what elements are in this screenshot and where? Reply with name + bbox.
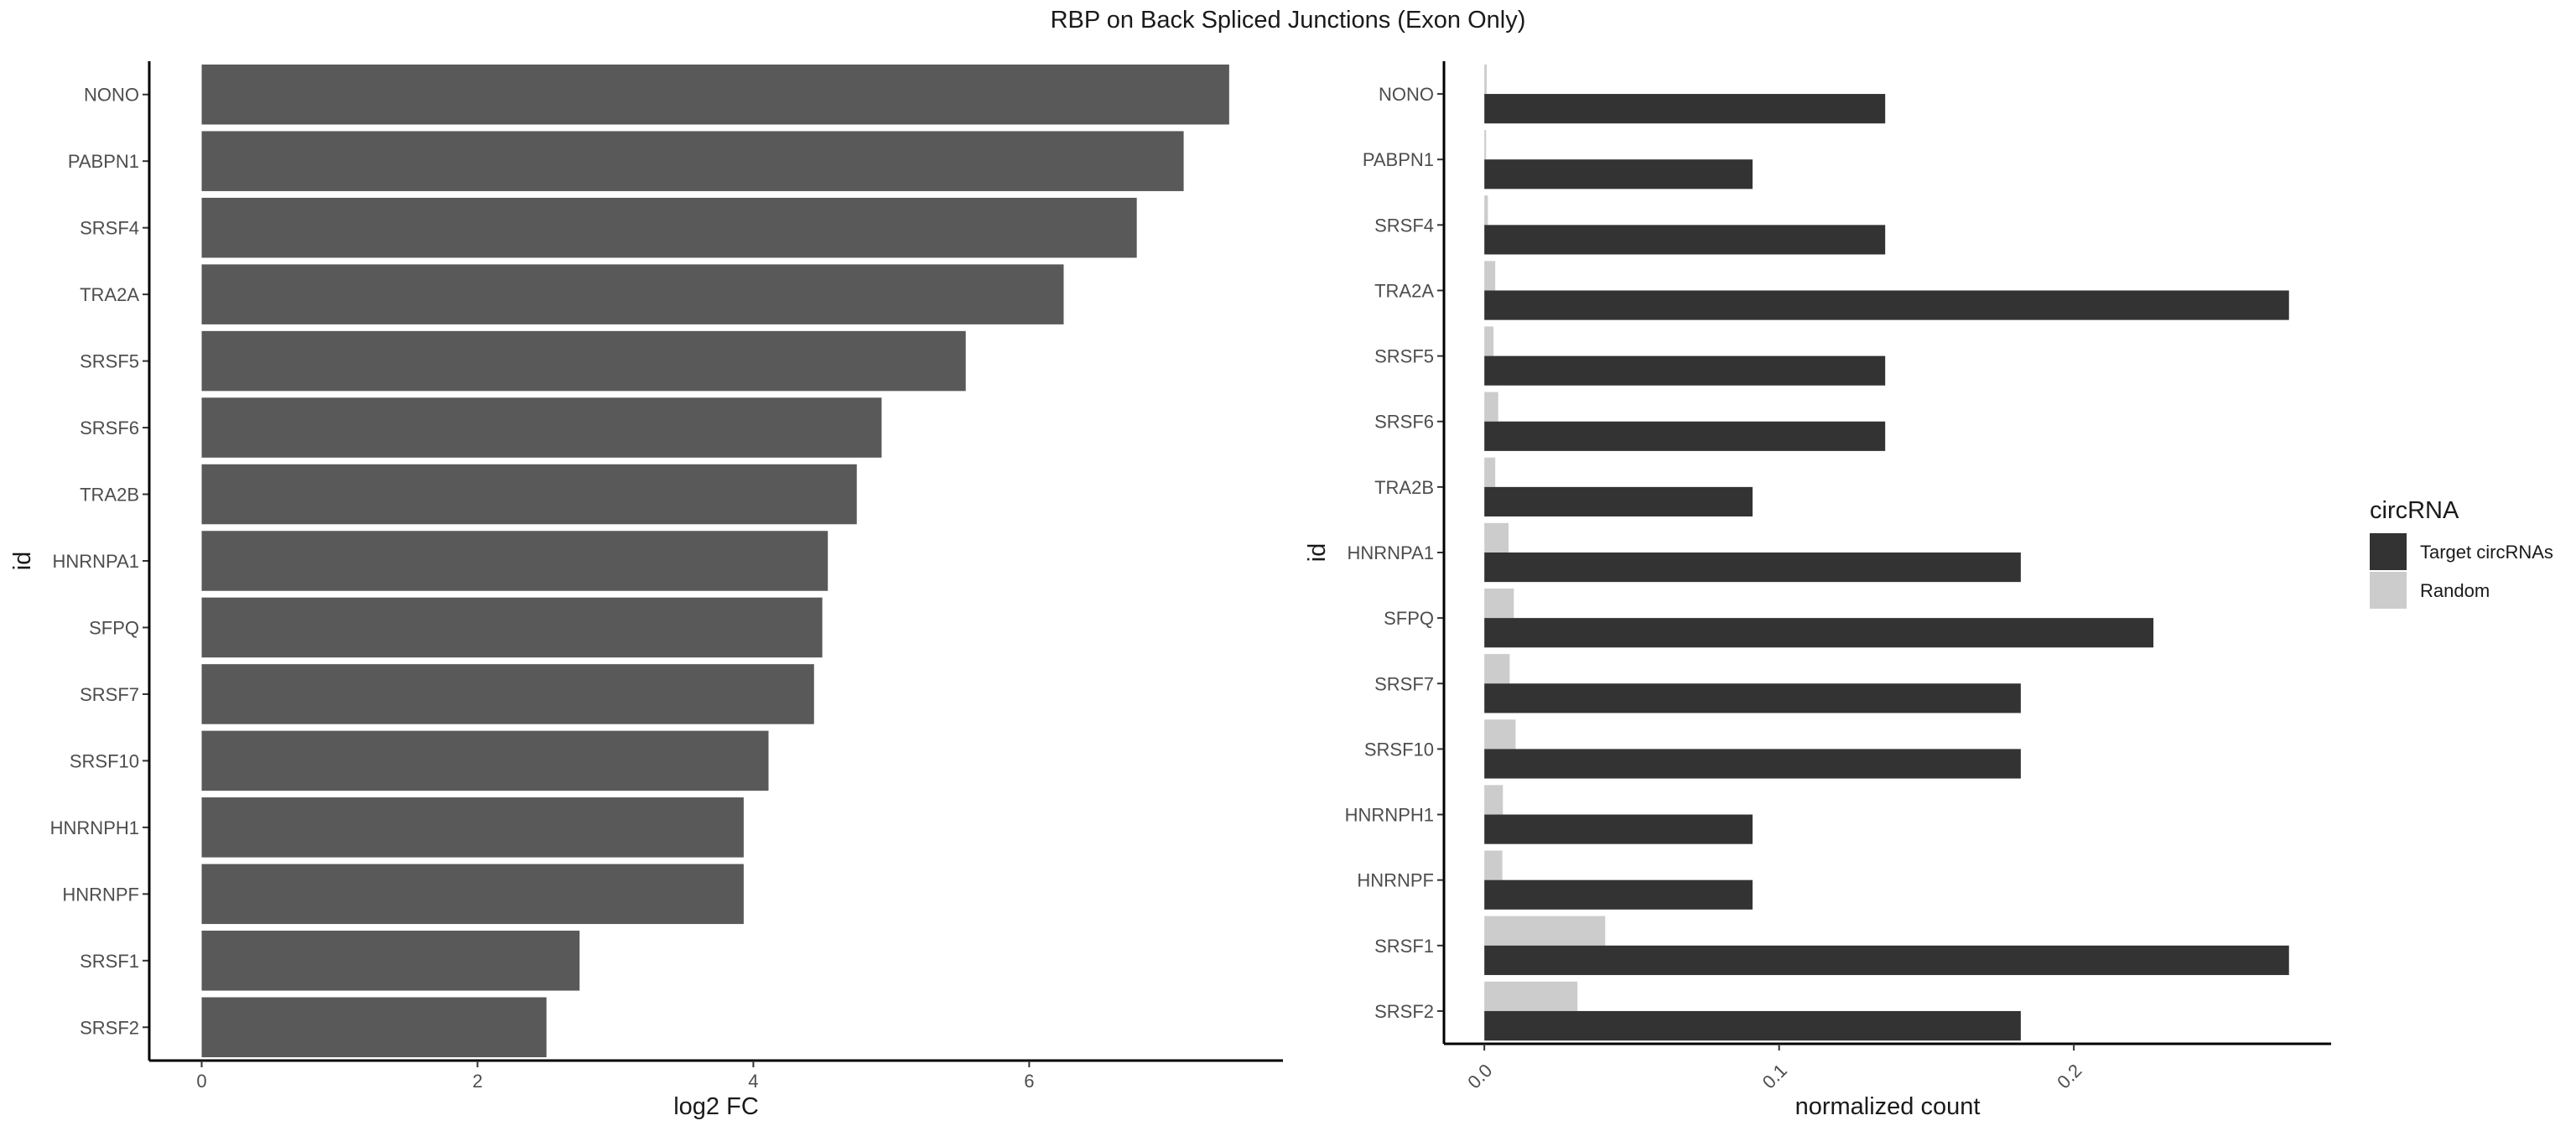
legend-title: circRNA [2370,497,2459,524]
legend-swatch-target-circrnas [2370,533,2407,570]
bar-target-srsf1 [1484,945,2289,975]
legend: circRNA Target circRNAs Random [2370,497,2553,609]
right-panel-normalized-count: NONO PABPN1 SRSF4 TRA2A SRSF5 SRSF6 TRA2B HNRNP… [1304,61,2331,1120]
x-axis-title: log2 FC [673,1093,759,1120]
y-tick-label-nono: NONO [84,85,139,106]
y-tick-label-srsf6: SRSF6 [80,418,139,438]
y-tick-label-srsf10: SRSF10 [70,750,139,771]
bar-srsf1 [201,931,580,991]
legend-label-target-circrnas: Target circRNAs [2420,542,2553,563]
y-tick-label-srsf1: SRSF1 [1374,936,1434,957]
bar-random-srsf10 [1484,719,1516,750]
bar-target-hnrnpf [1484,879,1753,910]
x-tick-label: 4 [748,1071,758,1092]
x-axis-title: normalized count [1795,1093,1981,1120]
bar-nono [201,64,1229,125]
bar-target-nono [1484,94,1886,124]
bar-tra2b [201,464,857,525]
bar-random-hnrnph1 [1484,785,1504,815]
figure-title: RBP on Back Spliced Junctions (Exon Only… [1051,7,1526,34]
bar-hnrnpa1 [201,531,828,591]
y-tick-label-hnrnpf: HNRNPF [1357,870,1434,891]
bar-random-sfpq [1484,588,1514,619]
bar-random-hnrnpa1 [1484,522,1509,553]
y-tick-label-srsf7: SRSF7 [80,684,139,705]
bar-target-srsf4 [1484,225,1886,255]
y-tick-label-tra2b: TRA2B [80,485,139,506]
bar-sfpq [201,597,823,658]
y-tick-label-srsf2: SRSF2 [80,1017,139,1038]
bar-random-srsf2 [1484,981,1578,1011]
bar-random-nono [1484,64,1487,95]
x-tick-label: 6 [1024,1071,1034,1092]
y-tick-label-hnrnph1: HNRNPH1 [50,817,139,838]
y-tick-label-sfpq: SFPQ [89,617,139,638]
bar-random-srsf7 [1484,654,1510,684]
bar-target-srsf5 [1484,355,1886,386]
bar-target-srsf6 [1484,421,1886,451]
bar-target-tra2b [1484,486,1753,517]
y-tick-label-srsf5: SRSF5 [80,351,139,372]
y-tick-label-tra2a: TRA2A [1374,280,1434,301]
y-tick-label-tra2b: TRA2B [1374,477,1434,498]
left-panel-log2fc: NONO PABPN1 SRSF4 TRA2A SRSF5 SRSF6 TRA2B HNRNP… [9,61,1283,1120]
bar-random-srsf5 [1484,326,1494,356]
bar-srsf4 [201,197,1137,258]
x-tick-label: 0.2 [2053,1060,2085,1092]
legend-swatch-random [2370,572,2407,609]
x-tick-label: 0.1 [1758,1060,1791,1092]
y-tick-label-srsf5: SRSF5 [1374,346,1434,367]
bar-srsf5 [201,330,966,392]
y-tick-label-srsf4: SRSF4 [1374,215,1434,236]
y-tick-label-pabpn1: PABPN1 [68,151,139,172]
bar-random-pabpn1 [1484,130,1487,160]
bar-random-srsf4 [1484,195,1488,226]
y-tick-label-srsf4: SRSF4 [80,218,139,239]
bar-hnrnph1 [201,797,744,858]
y-tick-label-tra2a: TRA2A [80,284,139,305]
y-tick-label-nono: NONO [1379,84,1434,105]
y-tick-label-hnrnpf: HNRNPF [62,884,139,905]
bar-srsf7 [201,664,814,724]
x-tick-label: 2 [472,1071,482,1092]
bar-tra2a [201,264,1064,324]
bar-target-srsf10 [1484,749,2021,779]
y-tick-label-srsf10: SRSF10 [1364,739,1434,760]
y-tick-label-srsf6: SRSF6 [1374,412,1434,433]
bar-random-tra2b [1484,457,1496,487]
bar-random-srsf1 [1484,916,1606,946]
y-tick-label-srsf1: SRSF1 [80,951,139,972]
bar-random-tra2a [1484,261,1496,291]
y-axis-title: id [9,552,36,571]
y-axis-title: id [1304,543,1331,563]
bar-target-hnrnpa1 [1484,553,2021,583]
bar-target-sfpq [1484,618,2154,648]
bar-random-hnrnpf [1484,850,1503,880]
y-tick-label-pabpn1: PABPN1 [1363,149,1434,170]
bar-target-srsf7 [1484,683,2021,713]
bar-srsf2 [201,997,547,1058]
x-tick-label: 0 [196,1071,206,1092]
legend-label-random: Random [2420,580,2490,601]
y-tick-label-hnrnpa1: HNRNPA1 [1347,542,1434,563]
y-tick-label-sfpq: SFPQ [1384,608,1434,629]
y-tick-label-srsf7: SRSF7 [1374,673,1434,694]
bar-target-srsf2 [1484,1010,2021,1041]
y-tick-label-srsf2: SRSF2 [1374,1001,1434,1022]
bar-srsf6 [201,397,882,458]
bar-target-hnrnph1 [1484,814,1753,844]
bar-target-pabpn1 [1484,159,1753,189]
bar-pabpn1 [201,131,1184,191]
bar-random-srsf6 [1484,392,1498,422]
bar-target-tra2a [1484,290,2289,320]
x-tick-label: 0.0 [1463,1060,1496,1092]
y-tick-label-hnrnpa1: HNRNPA1 [52,551,139,572]
bar-hnrnpf [201,864,744,925]
y-tick-label-hnrnph1: HNRNPH1 [1345,805,1434,826]
bar-srsf10 [201,730,769,791]
